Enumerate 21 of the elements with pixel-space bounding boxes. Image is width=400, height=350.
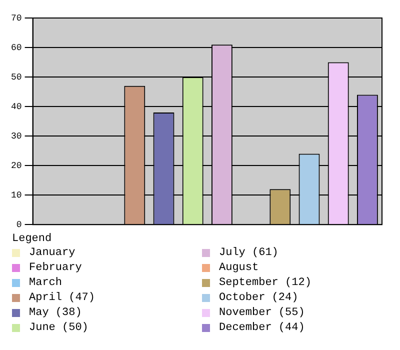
y-tick-label: 70 <box>10 13 22 24</box>
legend-label: December (44) <box>219 322 305 334</box>
legend-label: October (24) <box>219 292 298 304</box>
y-tick-label: 50 <box>10 72 22 82</box>
legend-title: Legend <box>12 233 53 245</box>
legend-label: February <box>29 262 82 274</box>
legend-label: June (50) <box>29 322 88 334</box>
y-tick-label: 60 <box>10 42 22 53</box>
legend-label: September (12) <box>219 276 312 288</box>
legend-label: July (61) <box>219 246 278 258</box>
legend-label: April (47) <box>29 292 96 304</box>
legend-label: January <box>29 246 76 258</box>
y-tick-label: 30 <box>10 131 22 142</box>
legend-label: March <box>29 276 62 288</box>
legend-label: November (55) <box>219 306 305 318</box>
y-tick-label: 10 <box>10 190 22 200</box>
legend-label: May (38) <box>29 306 82 318</box>
y-tick-label: 20 <box>10 160 22 171</box>
y-tick-label: 40 <box>10 102 22 112</box>
legend-label: August <box>219 262 259 274</box>
y-tick-label: 0 <box>16 220 22 230</box>
